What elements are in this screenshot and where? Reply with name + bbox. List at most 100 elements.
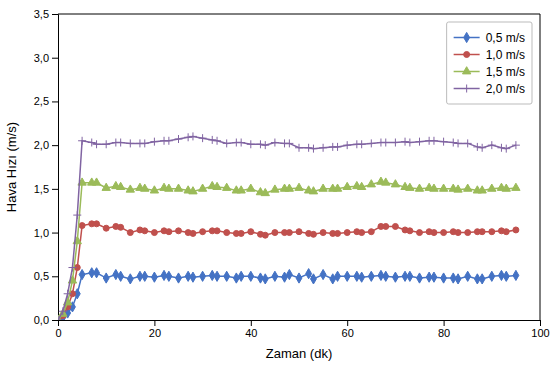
marker [103, 225, 109, 231]
marker [295, 183, 303, 190]
marker [455, 274, 461, 284]
y-axis: 0,0 0,5 1,0 1,5 2,0 2,5 3,0 3,5 [34, 8, 59, 326]
marker [94, 221, 100, 227]
marker [262, 274, 268, 284]
marker [261, 141, 269, 149]
tick-label: 20 [149, 327, 161, 339]
tick: 20 [149, 320, 161, 339]
tick: 1,0 [34, 227, 58, 239]
axis-line [59, 321, 541, 327]
marker [382, 178, 390, 185]
marker [150, 186, 158, 193]
marker [272, 271, 278, 281]
tick-label: 2,0 [34, 139, 49, 151]
marker [431, 230, 437, 236]
tick-label: 1,5 [34, 183, 49, 195]
tick-label: 0,5 [34, 270, 49, 282]
legend-marker [464, 32, 470, 42]
marker [116, 182, 124, 189]
x-axis: 020406080100 [55, 320, 549, 339]
marker [416, 138, 424, 146]
marker [503, 229, 509, 235]
marker [464, 184, 472, 191]
frame [58, 14, 540, 15]
marker [392, 223, 398, 229]
marker [295, 144, 303, 152]
tick: 0 [55, 320, 61, 339]
tick-label: 60 [342, 327, 354, 339]
marker [68, 264, 76, 272]
marker [142, 228, 148, 234]
marker [256, 140, 264, 148]
tick-mark [52, 320, 58, 321]
marker [190, 272, 196, 282]
marker [103, 273, 109, 283]
tick: 0,0 [34, 314, 58, 326]
tick-label: 2,5 [34, 95, 49, 107]
marker [176, 273, 182, 283]
marker [320, 230, 326, 236]
tick-label: 80 [438, 327, 450, 339]
tick: 2,5 [34, 95, 58, 107]
marker [343, 141, 351, 149]
marker [401, 138, 409, 146]
marker [102, 183, 110, 190]
marker [272, 230, 278, 236]
marker [464, 139, 472, 147]
marker [359, 272, 365, 282]
tick-label: 40 [245, 327, 257, 339]
marker [488, 184, 496, 191]
tick-mark [347, 320, 348, 326]
marker [407, 228, 413, 234]
marker [478, 144, 486, 152]
marker [78, 137, 86, 145]
tick-mark [52, 14, 58, 15]
legend-item: 0,5 m/s [454, 31, 525, 45]
marker [392, 272, 398, 282]
marker [479, 274, 485, 284]
tick: 60 [342, 320, 354, 339]
marker [126, 185, 134, 192]
marker [489, 271, 495, 281]
marker [473, 143, 481, 151]
y-axis-title: Hava Hızı (m/s) [4, 122, 19, 212]
marker [488, 141, 496, 149]
tick-mark [540, 320, 541, 326]
marker [126, 139, 134, 147]
marker [415, 184, 423, 191]
marker [368, 229, 374, 235]
line [58, 224, 516, 320]
tick-label: 3,5 [34, 8, 49, 20]
marker [247, 184, 255, 191]
tick-mark [52, 145, 58, 146]
marker [383, 223, 389, 229]
marker [213, 137, 221, 145]
marker [358, 140, 366, 148]
marker [113, 269, 119, 279]
marker [285, 184, 293, 191]
tick: 0,5 [34, 270, 58, 282]
frame [540, 14, 541, 320]
marker [200, 271, 206, 281]
marker [344, 271, 350, 281]
legend-label: 0,5 m/s [486, 31, 525, 45]
marker [92, 178, 100, 185]
marker [214, 271, 220, 281]
legend-label: 1,0 m/s [486, 48, 525, 62]
marker [383, 271, 389, 281]
marker [141, 139, 149, 147]
marker [449, 139, 457, 147]
tick: 2,0 [34, 139, 58, 151]
marker [478, 186, 486, 193]
tick-mark [52, 189, 58, 190]
line [58, 273, 516, 320]
legend-marker [464, 52, 470, 58]
tick-label: 0 [55, 327, 61, 339]
marker [248, 229, 254, 235]
tick: 40 [245, 320, 257, 339]
tick: 3,5 [34, 8, 58, 20]
marker [489, 229, 495, 235]
tick-label: 3,0 [34, 52, 49, 64]
marker [151, 230, 157, 236]
marker [431, 272, 437, 282]
